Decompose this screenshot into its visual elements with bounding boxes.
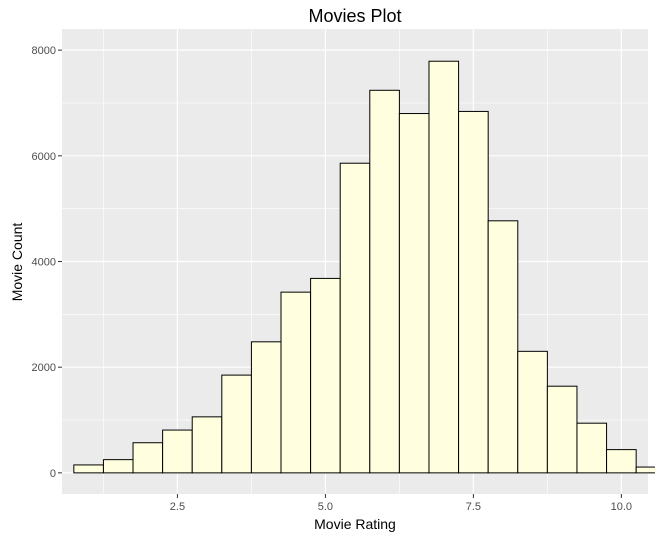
x-tick-label: 7.5 <box>466 501 481 513</box>
histogram-bar <box>73 464 104 474</box>
y-axis: 0 2000 4000 6000 8000 <box>32 45 62 480</box>
x-axis: 2.5 5.0 7.5 10.0 <box>170 494 632 513</box>
histogram-bar <box>546 385 578 474</box>
histogram-bar <box>250 341 282 474</box>
histogram-bar <box>310 277 341 474</box>
y-tick-label: 8000 <box>32 45 56 57</box>
x-axis-title: Movie Rating <box>314 516 396 532</box>
plot-panel <box>62 29 655 494</box>
y-tick-label: 6000 <box>32 151 56 163</box>
histogram-bar <box>102 459 134 474</box>
histogram-bar <box>221 374 252 474</box>
histogram-bar <box>428 60 460 474</box>
histogram-bar <box>487 220 519 474</box>
histogram-bar <box>339 162 371 474</box>
x-tick-label: 2.5 <box>170 501 185 513</box>
y-tick-label: 0 <box>50 468 56 480</box>
histogram-bar <box>576 422 608 474</box>
histogram-bar <box>398 113 430 474</box>
histogram-bar <box>191 416 223 474</box>
histogram-bar <box>458 110 489 474</box>
x-tick-label: 5.0 <box>318 501 333 513</box>
chart-title: Movies Plot <box>308 6 401 26</box>
histogram-bar <box>280 291 312 474</box>
y-axis-title: Movie Count <box>9 223 25 302</box>
bars <box>73 60 655 474</box>
x-tick-label: 10.0 <box>611 501 632 513</box>
histogram-bar <box>162 429 193 474</box>
y-tick-label: 4000 <box>32 257 56 269</box>
histogram-bar <box>606 449 637 474</box>
histogram-bar <box>369 89 400 474</box>
y-tick-label: 2000 <box>32 362 56 374</box>
histogram-bar <box>635 466 655 474</box>
histogram-bar <box>517 350 548 474</box>
histogram-bar <box>132 442 164 474</box>
